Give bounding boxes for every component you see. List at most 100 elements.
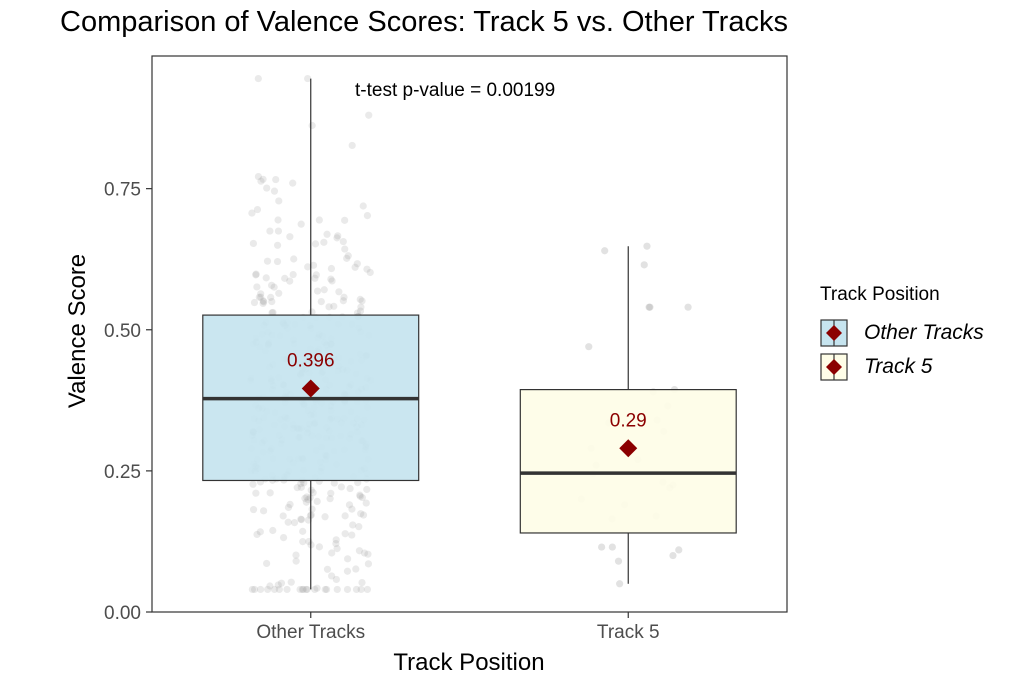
data-point-other-tracks [352, 585, 361, 594]
data-point-other-tracks [302, 498, 310, 506]
data-point-other-tracks [297, 516, 306, 524]
legend-item-other-tracks: Other Tracks [820, 316, 984, 350]
data-point-other-tracks [266, 227, 274, 235]
data-point-other-tracks [341, 512, 349, 520]
data-point-other-tracks [357, 585, 365, 594]
data-point-other-tracks [277, 579, 286, 587]
data-point-other-tracks [364, 550, 372, 558]
mean-marker-other-tracks [301, 379, 320, 398]
data-point-other-tracks [249, 480, 257, 488]
data-point-other-tracks [351, 263, 359, 271]
legend-key-other-tracks [820, 319, 848, 347]
data-point-other-tracks [299, 527, 307, 535]
data-point-other-tracks [311, 274, 319, 282]
data-point-other-tracks [286, 277, 294, 285]
data-point-other-tracks [321, 585, 329, 594]
y-axis-label: Valence Score [64, 254, 91, 408]
data-point-other-tracks [266, 582, 274, 590]
data-point-other-tracks [305, 537, 313, 546]
data-point-other-tracks [328, 549, 336, 557]
data-point-other-tracks [269, 526, 277, 535]
data-point-other-tracks [274, 216, 282, 224]
data-point-other-tracks [249, 505, 258, 514]
data-point-other-tracks [257, 293, 265, 301]
data-point-other-tracks [289, 270, 297, 279]
data-point-other-tracks [356, 491, 364, 499]
y-tick-label: 0.50 [104, 321, 141, 342]
data-point-other-tracks [355, 523, 363, 531]
x-tick-label: Other Tracks [256, 622, 365, 643]
data-point-track-5 [643, 242, 651, 250]
data-point-other-tracks [292, 551, 300, 559]
data-point-other-tracks [274, 581, 282, 589]
x-tick-label: Track 5 [597, 622, 660, 643]
legend-title: Track Position [820, 284, 940, 305]
data-point-other-tracks [341, 216, 349, 224]
data-point-other-tracks [256, 528, 264, 536]
data-point-other-tracks [327, 489, 335, 497]
data-point-other-tracks [315, 216, 323, 224]
data-point-other-tracks [270, 283, 278, 291]
chart-title: Comparison of Valence Scores: Track 5 vs… [60, 6, 788, 38]
data-point-other-tracks [290, 519, 299, 527]
data-point-other-tracks [286, 500, 294, 509]
data-point-other-tracks [257, 290, 265, 298]
data-point-other-tracks [253, 205, 262, 214]
data-point-other-tracks [341, 245, 349, 253]
data-point-other-tracks [248, 585, 256, 594]
data-point-other-tracks [259, 507, 268, 515]
data-point-other-tracks [356, 295, 364, 303]
data-point-other-tracks [268, 297, 276, 306]
data-point-other-tracks [297, 515, 305, 523]
legend-label-track-5: Track 5 [864, 355, 933, 378]
data-point-other-tracks [320, 286, 328, 294]
data-point-other-tracks [346, 484, 354, 493]
data-point-other-tracks [259, 297, 267, 305]
data-point-other-tracks [348, 531, 356, 539]
data-point-other-tracks [303, 585, 311, 594]
data-point-other-tracks [356, 307, 365, 315]
data-point-other-tracks [333, 585, 341, 594]
data-point-other-tracks [292, 557, 300, 565]
data-point-other-tracks [363, 485, 371, 494]
mean-label-track-5: 0.29 [610, 410, 647, 431]
data-point-other-tracks [308, 121, 316, 130]
data-point-other-tracks [364, 560, 373, 568]
data-point-other-tracks [363, 212, 372, 220]
data-point-other-tracks [335, 288, 343, 296]
data-point-other-tracks [279, 533, 288, 542]
data-point-other-tracks [250, 585, 259, 594]
legend-key-track-5 [820, 353, 848, 381]
data-point-other-tracks [267, 293, 275, 301]
data-point-other-tracks [355, 547, 364, 555]
data-point-other-tracks [323, 565, 332, 573]
data-point-track-5 [601, 247, 609, 255]
data-point-other-tracks [279, 512, 287, 520]
data-point-other-tracks [360, 549, 369, 557]
data-point-other-tracks [348, 505, 356, 513]
data-point-other-tracks [313, 497, 321, 506]
data-point-other-tracks [322, 585, 331, 594]
data-point-other-tracks [275, 197, 283, 205]
data-point-other-tracks [326, 495, 334, 503]
data-point-other-tracks [297, 480, 305, 488]
data-point-other-tracks [358, 493, 366, 502]
data-point-other-tracks [248, 209, 256, 217]
data-point-other-tracks [344, 555, 352, 563]
data-point-other-tracks [311, 585, 319, 594]
data-point-other-tracks [333, 545, 341, 553]
data-point-other-tracks [358, 578, 366, 587]
data-point-other-tracks [362, 499, 370, 507]
data-point-other-tracks [299, 585, 307, 594]
data-point-other-tracks [339, 297, 347, 305]
data-point-other-tracks [302, 585, 310, 594]
data-point-other-tracks [323, 230, 331, 238]
data-point-other-tracks [352, 565, 360, 573]
data-point-other-tracks [359, 202, 367, 210]
data-point-other-tracks [303, 493, 311, 501]
data-point-other-tracks [284, 503, 293, 512]
data-point-other-tracks [343, 585, 352, 594]
legend-label-other-tracks: Other Tracks [864, 321, 984, 344]
data-point-other-tracks [253, 283, 261, 291]
